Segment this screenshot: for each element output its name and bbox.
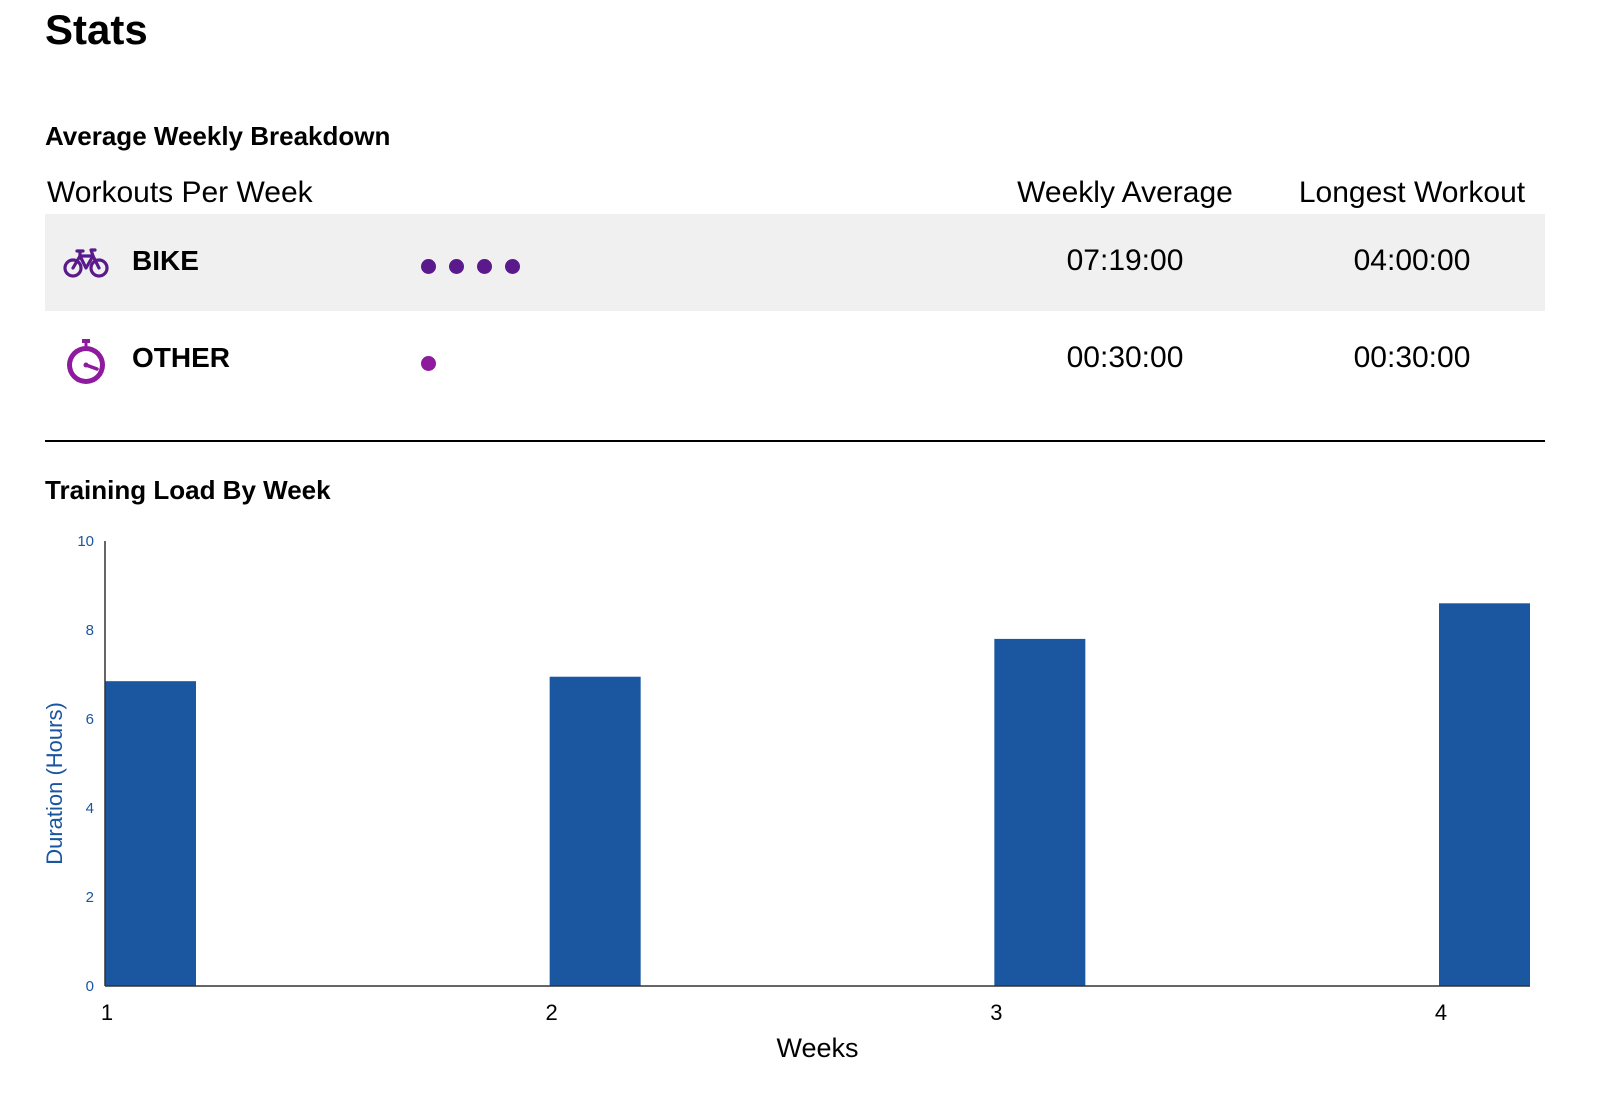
header-workouts-per-week: Workouts Per Week	[47, 176, 313, 209]
y-tick-label: 4	[86, 800, 94, 817]
y-tick-label: 8	[86, 622, 94, 639]
breakdown-row-bike: BIKE 07:19:00 04:00:00	[45, 214, 1545, 311]
header-weekly-average: Weekly Average	[1017, 176, 1233, 209]
x-tick-label: 3	[990, 1000, 1002, 1025]
header-longest-workout: Longest Workout	[1298, 176, 1526, 209]
x-tick-label: 1	[101, 1000, 113, 1025]
x-tick-label: 2	[546, 1000, 558, 1025]
weekly-average-bike: 07:19:00	[1066, 244, 1184, 277]
workout-dot	[449, 259, 464, 274]
bike-icon	[62, 240, 110, 288]
workout-dot	[421, 259, 436, 274]
y-axis-title: Duration (Hours)	[42, 702, 67, 865]
training-load-title: Training Load By Week	[45, 475, 331, 505]
workout-dot	[505, 259, 520, 274]
longest-workout-bike: 04:00:00	[1353, 244, 1471, 277]
section-divider	[45, 440, 1545, 442]
sport-label-other: OTHER	[132, 342, 230, 373]
y-tick-label: 0	[86, 978, 94, 995]
bar-week-3	[994, 638, 1086, 986]
y-tick-label: 6	[86, 711, 94, 728]
x-axis-title: Weeks	[776, 1033, 858, 1063]
bar-week-1	[105, 681, 196, 986]
y-tick-label: 10	[77, 533, 94, 550]
sport-label-bike: BIKE	[132, 245, 199, 276]
training-load-chart: 1 2 3 4 0 2 4 6 8 10 Duration (Hours) Weeks	[42, 533, 1530, 1063]
workout-dot	[477, 259, 492, 274]
y-tick-label: 2	[86, 889, 94, 906]
page-title: Stats	[45, 6, 148, 53]
workout-dot	[421, 356, 436, 371]
x-tick-label: 4	[1435, 1000, 1447, 1025]
breakdown-title: Average Weekly Breakdown	[45, 121, 391, 151]
stopwatch-icon	[62, 337, 110, 385]
weekly-average-other: 00:30:00	[1066, 341, 1184, 374]
breakdown-row-other: OTHER 00:30:00 00:30:00	[45, 311, 1545, 408]
longest-workout-other: 00:30:00	[1353, 341, 1471, 374]
bar-week-4	[1439, 603, 1530, 986]
bar-week-2	[549, 676, 641, 986]
